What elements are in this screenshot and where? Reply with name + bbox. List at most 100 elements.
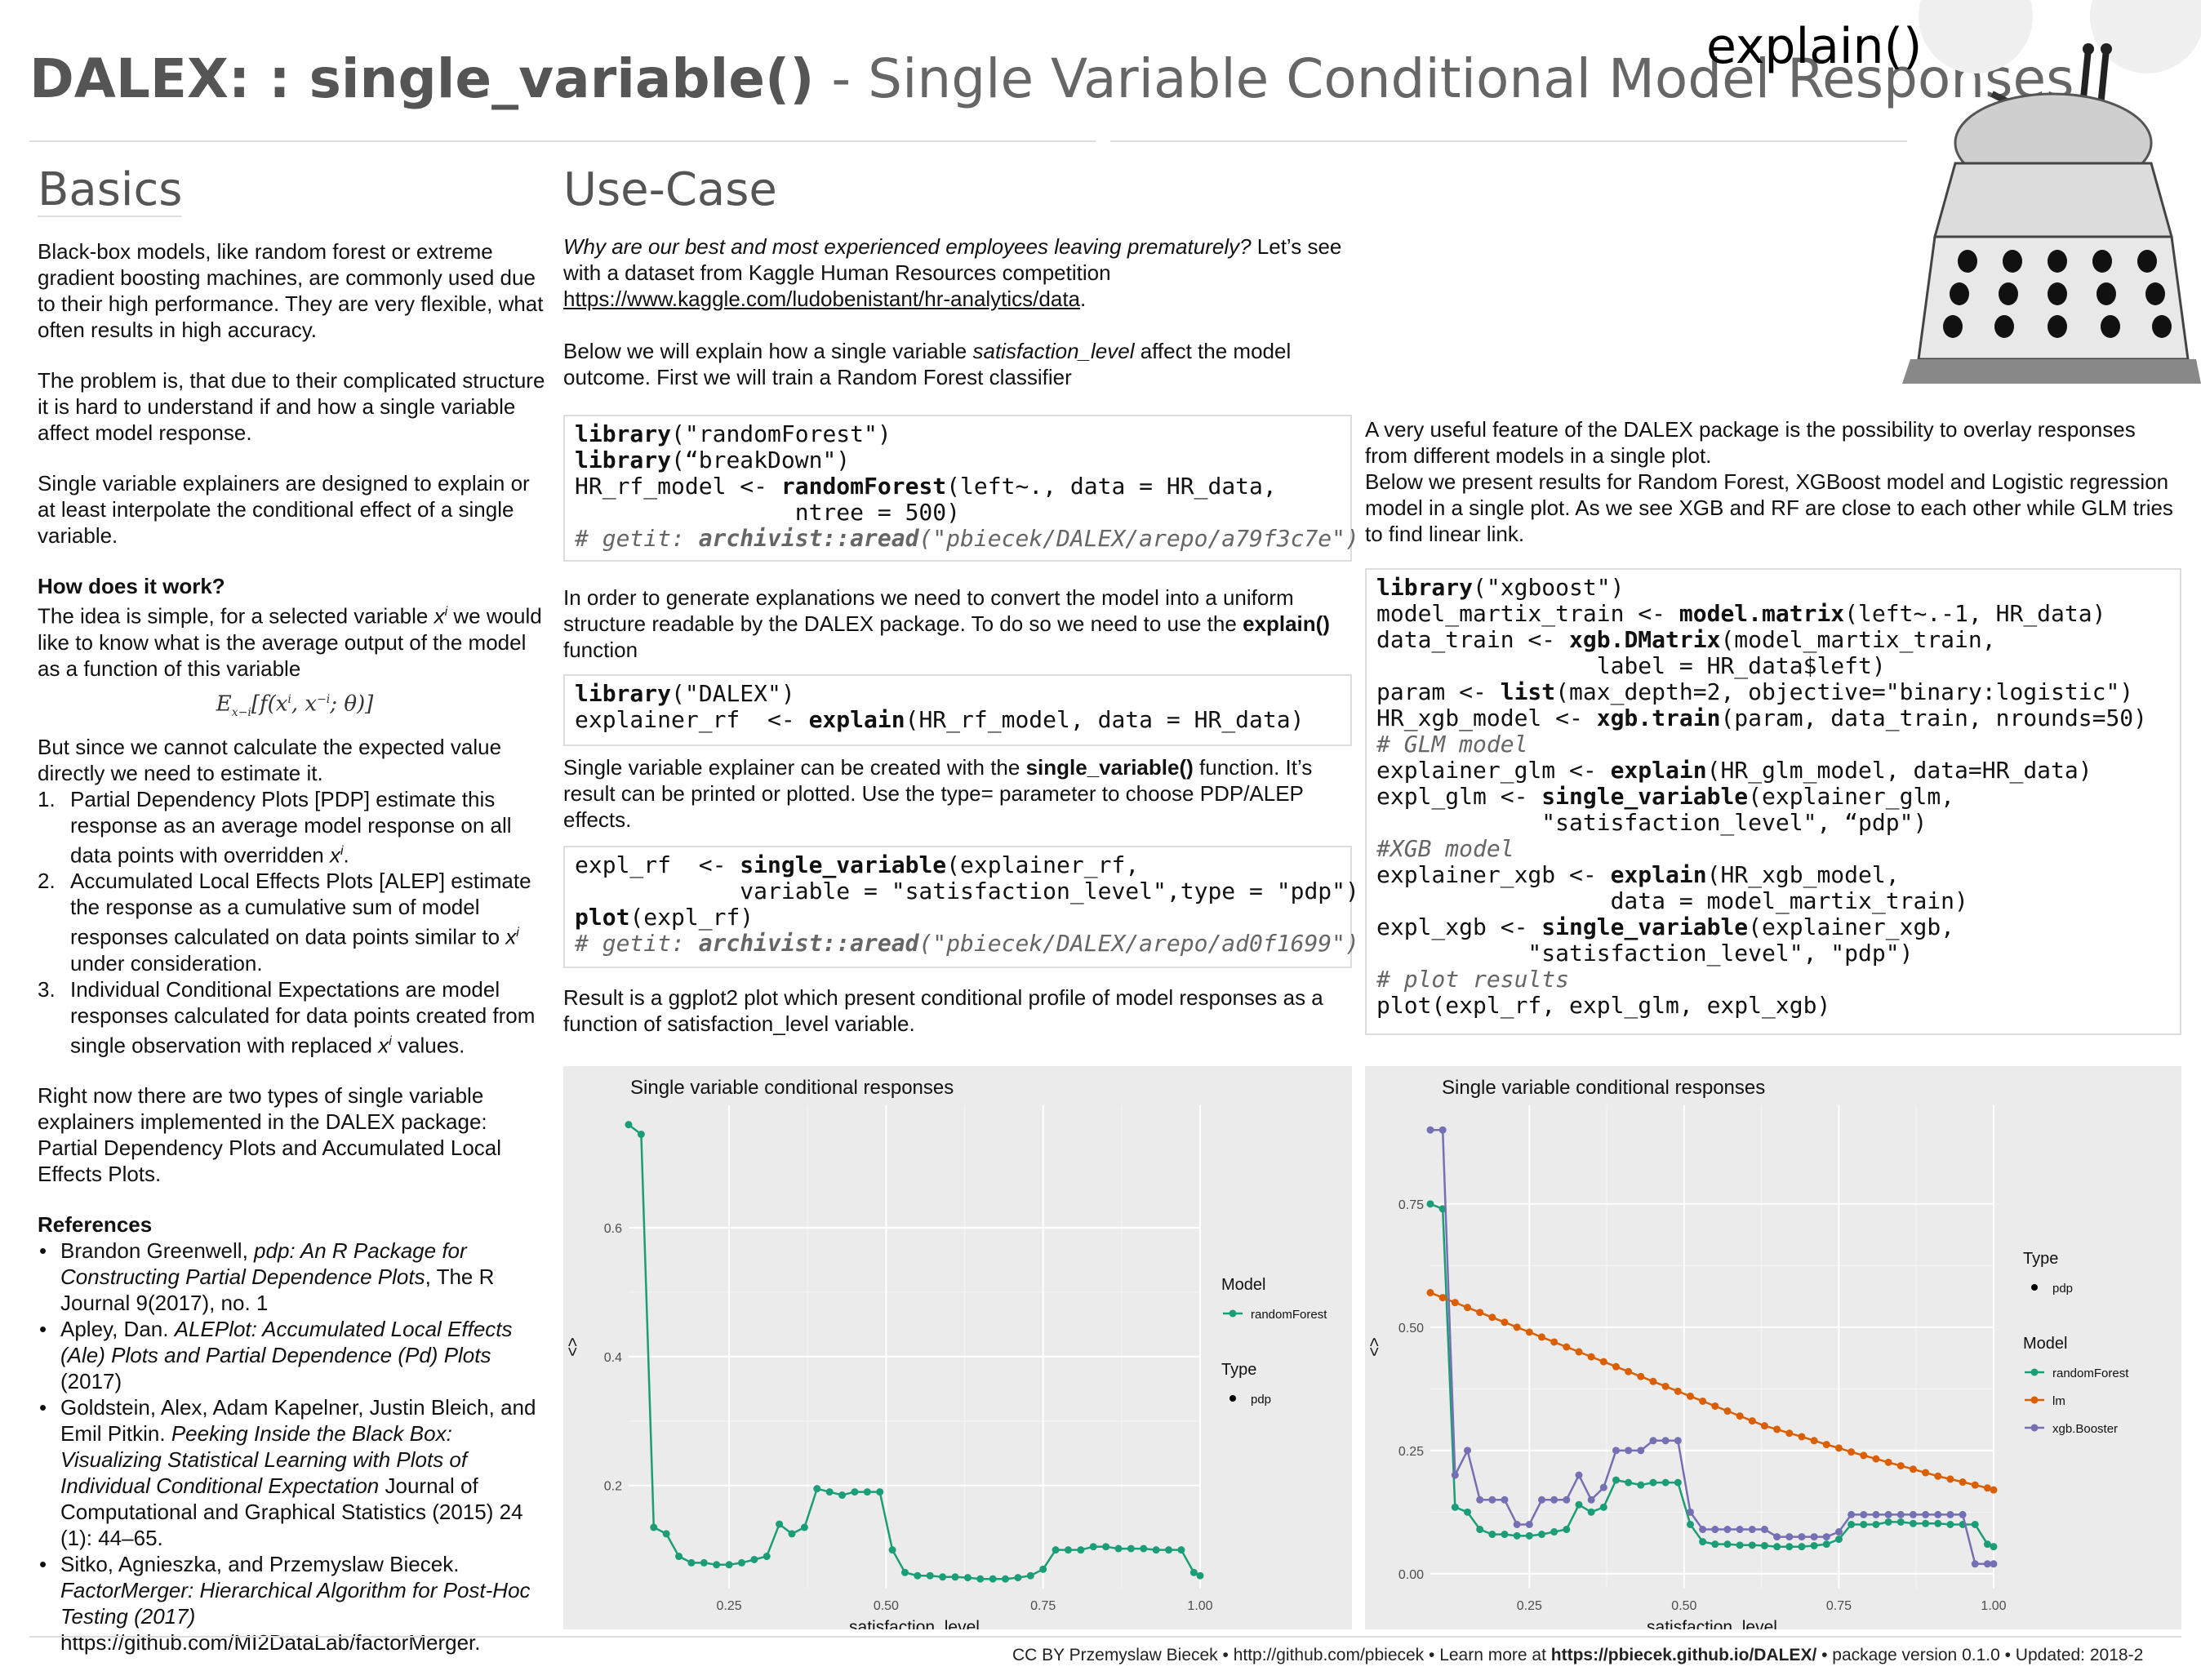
data-point — [1971, 1481, 1979, 1489]
data-point — [1748, 1526, 1756, 1534]
data-point — [1513, 1531, 1521, 1540]
data-point — [1488, 1531, 1496, 1539]
basics-heading: Basics — [38, 163, 183, 216]
data-point — [951, 1573, 959, 1581]
code-line: "satisfaction_level", “pdp") — [1376, 809, 1928, 836]
data-point — [1674, 1478, 1682, 1487]
chart-overlay: 0.25 0.50 0.75 1.00 0.00 0.25 0.50 0.75 Single v… — [1365, 1066, 2181, 1629]
x-axis-label: satisfaction_level — [1647, 1618, 1777, 1629]
legend-entry: randomForest — [2052, 1367, 2129, 1380]
data-point — [838, 1491, 847, 1500]
reference-item: Brandon Greenwell, pdp: An R Package for… — [38, 1238, 552, 1316]
data-point — [863, 1488, 871, 1496]
data-point — [1773, 1533, 1781, 1541]
basics-column: Black-box models, like random forest or … — [38, 238, 552, 1656]
data-point — [1934, 1510, 1942, 1518]
data-point — [1922, 1519, 1930, 1527]
data-point — [1550, 1496, 1558, 1504]
legend-title: Model — [1221, 1276, 1265, 1294]
data-point — [1798, 1533, 1806, 1541]
data-point — [1990, 1543, 1998, 1551]
list-item: 1. Partial Dependency Plots [PDP] estimat… — [38, 786, 512, 868]
data-point — [1711, 1526, 1719, 1534]
data-point — [1563, 1343, 1571, 1351]
data-point — [1748, 1541, 1756, 1549]
y-tick-label: 0.6 — [604, 1222, 622, 1236]
data-point — [1612, 1362, 1620, 1371]
data-point — [1127, 1544, 1135, 1553]
code-block-explain: library("DALEX") explainer_rf <- explain(… — [563, 674, 1352, 746]
legend-title: Type — [2023, 1250, 2058, 1268]
code-line: HR_rf_model <- randomForest(left~., data… — [575, 473, 1277, 500]
code-line: # getit: archivist::aread("pbiecek/DALEX… — [575, 930, 1359, 957]
data-point — [851, 1488, 859, 1496]
data-point — [1438, 1294, 1447, 1302]
legend-point — [2030, 1396, 2039, 1404]
data-point — [1451, 1299, 1459, 1307]
legend-point — [1229, 1395, 1236, 1402]
data-point — [1822, 1441, 1830, 1449]
data-point — [1723, 1540, 1732, 1549]
y-tick-label: 0.25 — [1398, 1445, 1424, 1459]
data-point — [1575, 1348, 1583, 1356]
x-tick-label: 0.25 — [1517, 1599, 1542, 1613]
basics-paragraph: Right now there are two types of single … — [38, 1083, 502, 1187]
data-point — [1686, 1508, 1694, 1516]
data-point — [1686, 1392, 1694, 1400]
data-point — [1587, 1496, 1595, 1504]
data-point — [725, 1561, 733, 1569]
title-separator: - — [814, 47, 869, 110]
data-point — [1077, 1546, 1085, 1554]
data-point — [1476, 1496, 1484, 1504]
data-point — [1860, 1510, 1868, 1518]
data-point — [1513, 1323, 1521, 1331]
data-point — [813, 1485, 821, 1493]
data-point — [1463, 1304, 1471, 1312]
data-point — [1476, 1526, 1484, 1534]
list-item: 3. Individual Conditional Expectations ar… — [38, 976, 536, 1058]
data-point — [989, 1575, 997, 1583]
data-point — [1563, 1526, 1571, 1534]
data-point — [1946, 1520, 1954, 1528]
footer: CC BY Przemyslaw Biecek • http://github.… — [1012, 1646, 2144, 1664]
x-tick-label: 1.00 — [1187, 1599, 1212, 1613]
data-point — [1463, 1447, 1471, 1455]
references-heading: References — [38, 1212, 153, 1238]
code-comment: # plot results — [1376, 966, 1570, 993]
data-point — [1872, 1520, 1880, 1528]
dalek-illustration — [1902, 0, 2201, 384]
x-tick-label: 0.50 — [1671, 1599, 1696, 1613]
data-point — [1922, 1469, 1930, 1477]
steps-list: 1. Partial Dependency Plots [PDP] estimat… — [38, 786, 552, 1059]
code-comment: # GLM model — [1376, 731, 1528, 758]
basics-paragraph: The problem is, that due to their compli… — [38, 368, 545, 445]
data-point — [700, 1558, 708, 1567]
legend-point — [1229, 1309, 1237, 1318]
chart-title: Single variable conditional responses — [1442, 1077, 1765, 1099]
data-point — [1114, 1544, 1123, 1553]
data-point — [1686, 1520, 1694, 1528]
data-point — [1196, 1571, 1204, 1580]
data-point — [1637, 1447, 1645, 1455]
usecase-intro: Why are our best and most experienced em… — [563, 234, 1342, 389]
kaggle-link[interactable]: https://www.kaggle.com/ludobenistant/hr-… — [563, 287, 1081, 311]
data-point — [1438, 1126, 1447, 1134]
code-line: param <- list(max_depth=2, objective="bi… — [1376, 678, 2134, 705]
code-line: library("xgboost") — [1376, 574, 1625, 601]
data-point — [976, 1575, 985, 1583]
data-point — [1822, 1533, 1830, 1541]
dalek-base — [1902, 359, 2201, 384]
references-list: Brandon Greenwell, pdp: An R Package for… — [38, 1238, 552, 1656]
data-point — [1625, 1367, 1633, 1376]
legend-point — [2030, 1368, 2039, 1376]
code-line: expl_rf <- single_variable(explainer_rf, — [575, 851, 1140, 878]
data-point — [1990, 1560, 1998, 1568]
data-point — [1002, 1575, 1010, 1583]
data-point — [750, 1555, 758, 1563]
plot-background — [563, 1066, 1352, 1629]
data-point — [1102, 1543, 1110, 1551]
data-point — [1661, 1478, 1670, 1487]
dalex-link[interactable]: https://pbiecek.github.io/DALEX/ — [1550, 1646, 1817, 1664]
data-point — [1612, 1447, 1620, 1455]
data-point — [1810, 1533, 1818, 1541]
